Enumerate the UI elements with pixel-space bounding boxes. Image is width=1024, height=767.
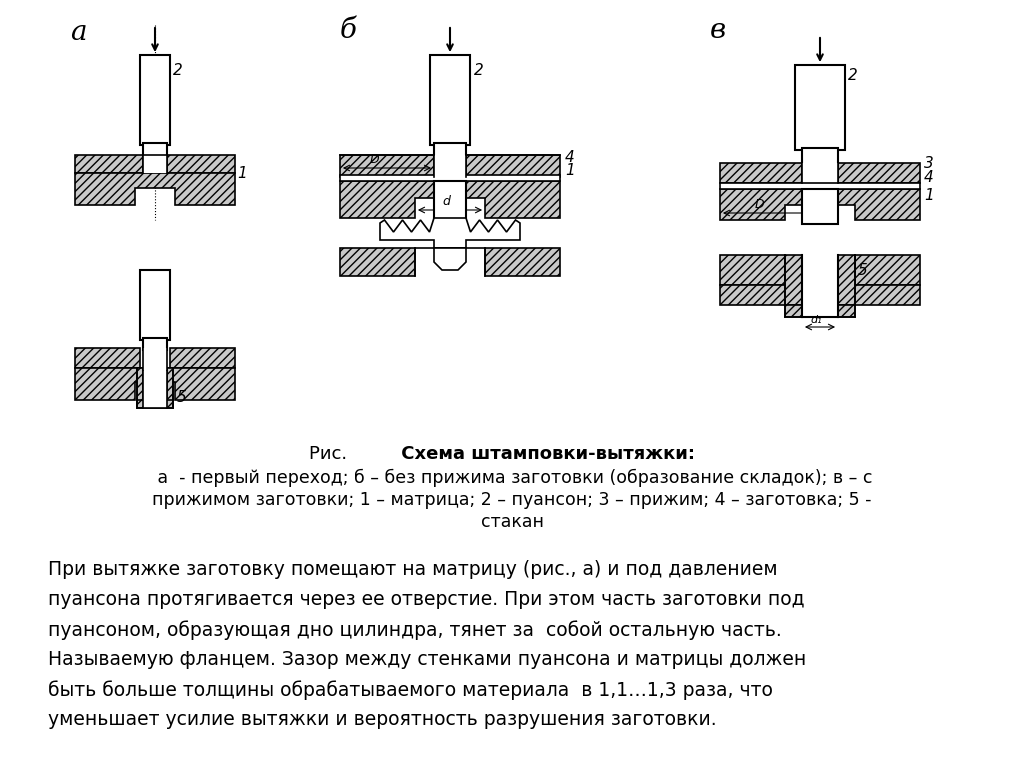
Bar [167,368,173,406]
Bar [143,338,167,350]
Bar [720,183,920,189]
Bar [137,368,143,406]
Bar [795,65,845,150]
Bar [143,143,167,157]
Text: уменьшает усилие вытяжки и вероятность разрушения заготовки.: уменьшает усилие вытяжки и вероятность р… [48,710,717,729]
Polygon shape [75,368,234,400]
Bar [720,255,785,285]
Polygon shape [380,218,520,248]
Bar [802,163,838,183]
Bar [466,155,560,177]
Bar [430,55,470,145]
Bar [434,143,466,158]
Text: 2: 2 [848,68,858,83]
Bar [838,255,855,305]
Text: 5: 5 [177,390,186,405]
Text: б: б [340,17,357,44]
Bar [785,255,802,305]
Bar [340,155,434,177]
Bar [802,189,838,224]
Text: При вытяжке заготовку помещают на матрицу (рис., а) и под давлением: При вытяжке заготовку помещают на матриц… [48,560,777,579]
Bar [140,55,170,145]
Bar [75,348,140,368]
Text: 4: 4 [565,150,574,165]
Text: 1: 1 [924,188,934,203]
Text: d₁: d₁ [810,315,821,325]
Text: 3: 3 [924,156,934,171]
Bar [720,163,802,183]
Bar [485,248,560,276]
Text: стакан: стакан [480,513,544,531]
Polygon shape [75,173,234,205]
Text: пуансона протягивается через ее отверстие. При этом часть заготовки под: пуансона протягивается через ее отверсти… [48,590,805,609]
Bar [434,155,466,177]
Text: в: в [710,17,726,44]
Bar [143,368,167,408]
Text: D: D [370,153,380,166]
Text: 1: 1 [237,166,247,181]
Text: 1: 1 [565,163,574,178]
Bar [140,270,170,340]
Bar [434,181,466,221]
Polygon shape [340,181,560,218]
Text: 2: 2 [474,63,483,78]
Text: Называемую фланцем. Зазор между стенками пуансона и матрицы должен: Называемую фланцем. Зазор между стенками… [48,650,806,669]
Polygon shape [720,189,920,220]
Bar [720,285,920,305]
Polygon shape [434,248,466,270]
Bar [340,175,560,181]
Bar [137,400,173,408]
Text: прижимом заготовки; 1 – матрица; 2 – пуансон; 3 – прижим; 4 – заготовка; 5 -: прижимом заготовки; 1 – матрица; 2 – пуа… [153,491,871,509]
Bar [802,255,838,317]
Text: 5: 5 [858,263,867,278]
Text: Схема штамповки-вытяжки:: Схема штамповки-вытяжки: [370,445,695,463]
Text: а: а [70,19,86,46]
Bar [838,163,920,183]
Text: быть больше толщины обрабатываемого материала  в 1,1…1,3 раза, что: быть больше толщины обрабатываемого мате… [48,680,773,700]
Text: D: D [755,198,765,211]
Bar [785,305,855,317]
Bar [143,348,167,370]
Text: Рис.: Рис. [309,445,370,463]
Bar [75,155,143,173]
Text: а  - первый переход; б – без прижима заготовки (образование складок); в – с: а - первый переход; б – без прижима заго… [152,469,872,487]
Text: 2: 2 [173,63,182,78]
Bar [855,255,920,285]
Bar [802,148,838,166]
Text: пуансоном, образующая дно цилиндра, тянет за  собой остальную часть.: пуансоном, образующая дно цилиндра, тяне… [48,620,781,640]
Bar [170,348,234,368]
Text: d: d [442,195,450,208]
Bar [167,155,234,173]
Text: 4: 4 [924,170,934,185]
Bar [340,248,415,276]
Bar [143,155,167,173]
